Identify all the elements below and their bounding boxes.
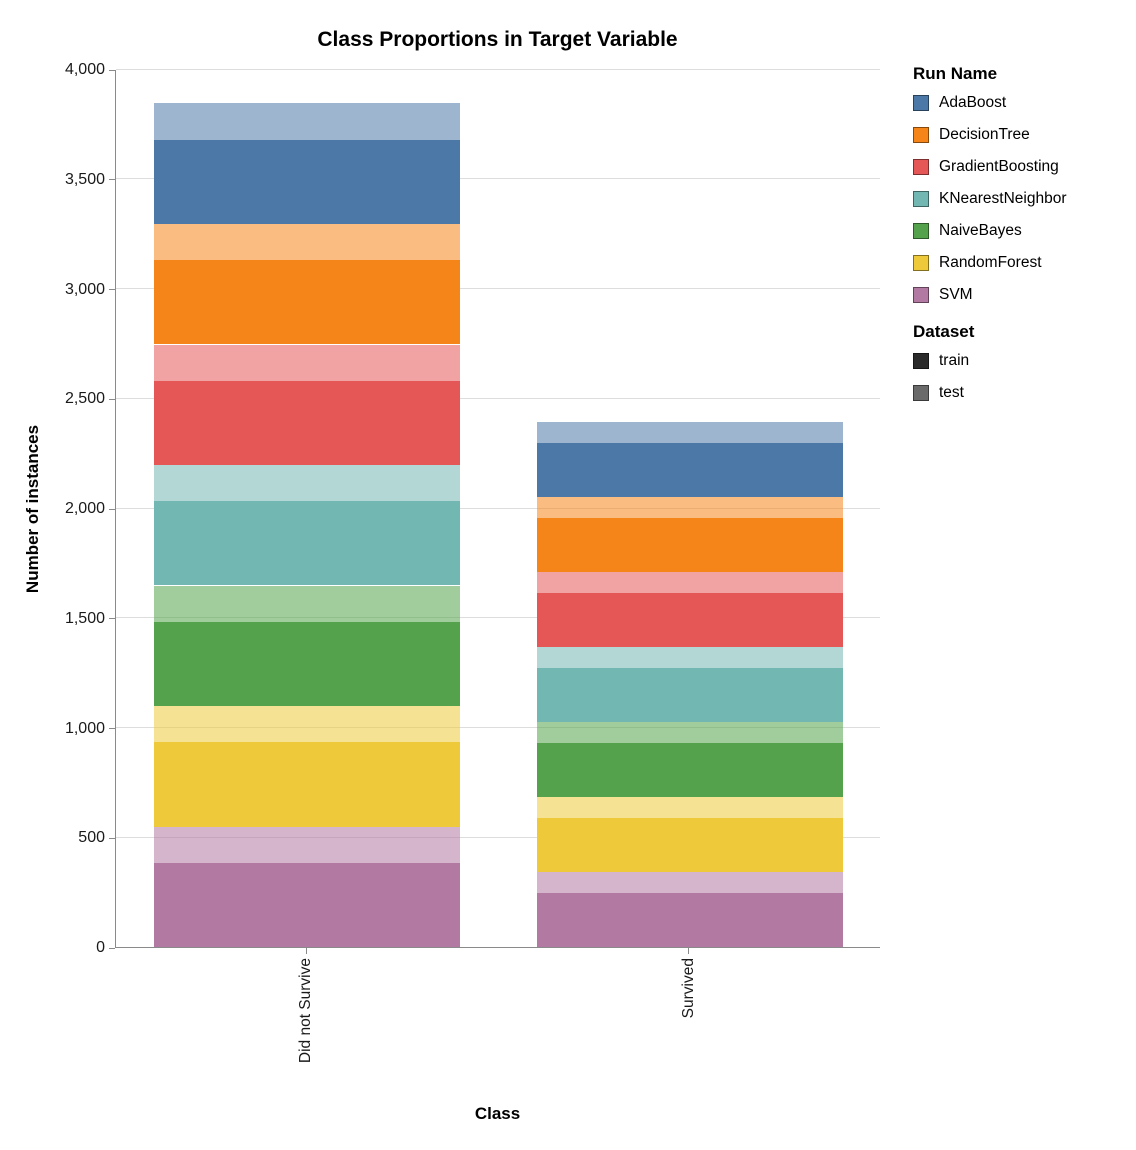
bar-segment-randomforest-train (154, 742, 461, 827)
bar-segment-decisiontree-test (154, 223, 461, 261)
legend-swatch-train (913, 353, 929, 369)
bar-segment-adaboost-test (154, 103, 461, 140)
legend-swatch-knearestneighbor (913, 191, 929, 207)
bar-segment-gradientboosting-train (536, 592, 843, 647)
y-tick-mark (109, 289, 115, 290)
bar-segment-knearestneighbor-train (536, 668, 843, 722)
y-tick-mark (109, 179, 115, 181)
legend-swatch-adaboost (913, 95, 929, 111)
bar-segment-randomforest-train (536, 818, 843, 872)
y-tick-label: 1,500 (64, 609, 105, 627)
y-tick-mark (109, 508, 115, 510)
y-tick-label: 1,000 (64, 719, 105, 737)
legend-swatch-test (913, 385, 929, 401)
legend-label-test: test (939, 384, 964, 401)
bar-segment-naivebayes-train (154, 621, 461, 706)
bar-did-not-survive (154, 69, 461, 947)
gridline (116, 288, 880, 289)
bar-segment-knearestneighbor-test (154, 465, 461, 502)
x-axis-title: Class (474, 1104, 521, 1123)
y-tick-mark (109, 728, 115, 729)
y-tick-label: 0 (96, 939, 105, 956)
legend-item-adaboost: AdaBoost (913, 94, 1133, 112)
legend-swatch-naivebayes (913, 223, 929, 239)
legend-swatch-gradientboosting (913, 159, 929, 175)
bar-segment-svm-train (536, 893, 843, 947)
legend-item-naivebayes: NaiveBayes (913, 222, 1133, 240)
legend-item-svm: SVM (913, 286, 1133, 304)
legend-item-knearestneighbor: KNearestNeighbor (913, 190, 1133, 208)
y-tick-mark (109, 837, 115, 839)
y-tick-label: 3,500 (64, 170, 105, 188)
gridline (116, 836, 880, 838)
legend-dataset-section: Dataset train test (913, 322, 1133, 402)
bar-segment-adaboost-train (154, 139, 461, 224)
gridline (116, 397, 880, 399)
plot-area (115, 68, 880, 948)
y-tick-mark (109, 947, 115, 949)
x-tick-label-did-not-survive: Did not Survive (297, 958, 315, 1064)
bar-segment-randomforest-test (154, 706, 461, 743)
y-tick-mark (109, 618, 115, 620)
x-tick-mark (688, 948, 690, 954)
gridline (116, 617, 880, 619)
legend-item-train: train (913, 352, 1133, 370)
bar-segment-adaboost-train (536, 442, 843, 497)
bar-segment-naivebayes-test (154, 585, 461, 622)
bar-segment-gradientboosting-test (536, 571, 843, 593)
gridline (116, 507, 880, 509)
legend-item-decisiontree: DecisionTree (913, 126, 1133, 144)
y-tick-mark (109, 398, 115, 400)
x-tick-mark (305, 948, 307, 954)
gridline (116, 178, 880, 180)
x-tick-label-survived: Survived (679, 958, 697, 1019)
y-tick-label: 4,000 (64, 61, 105, 78)
chart-title: Class Proportions in Target Variable (317, 28, 678, 51)
legend-dataset-items: train test (913, 352, 1133, 402)
legend-swatch-svm (913, 287, 929, 303)
legend-run-title: Run Name (913, 64, 998, 83)
y-tick-label: 2,000 (64, 500, 105, 517)
legend-label-gradientboosting: GradientBoosting (939, 158, 1059, 175)
legend-label-knearestneighbor: KNearestNeighbor (939, 190, 1067, 207)
bar-segment-svm-train (154, 862, 461, 947)
bar-segment-decisiontree-test (536, 496, 843, 518)
legend-label-naivebayes: NaiveBayes (939, 222, 1022, 239)
bar-segment-decisiontree-train (536, 517, 843, 572)
legend-item-test: test (913, 384, 1133, 402)
legend: Run Name AdaBoost DecisionTree GradientBoo… (913, 64, 1133, 416)
bar-segment-gradientboosting-train (154, 380, 461, 465)
gridline (116, 727, 880, 728)
bar-segment-naivebayes-test (536, 721, 843, 744)
bar-survived (536, 69, 843, 947)
bar-segment-naivebayes-train (536, 743, 843, 797)
bar-segment-knearestneighbor-test (536, 646, 843, 669)
bar-segment-knearestneighbor-train (154, 501, 461, 586)
legend-label-train: train (939, 352, 970, 369)
legend-label-decisiontree: DecisionTree (939, 126, 1030, 143)
bar-segment-gradientboosting-test (154, 344, 461, 381)
legend-label-randomforest: RandomForest (939, 254, 1042, 271)
bar-segment-randomforest-test (536, 796, 843, 819)
bar-segment-svm-test (536, 871, 843, 894)
legend-label-adaboost: AdaBoost (939, 94, 1007, 111)
legend-dataset-title: Dataset (913, 322, 975, 341)
legend-label-svm: SVM (939, 286, 973, 303)
legend-item-gradientboosting: GradientBoosting (913, 158, 1133, 176)
y-tick-label: 2,500 (64, 390, 105, 408)
legend-run-section: Run Name AdaBoost DecisionTree GradientBoo… (913, 64, 1133, 304)
legend-swatch-decisiontree (913, 127, 929, 143)
y-tick-label: 500 (78, 829, 105, 847)
y-tick-mark (109, 69, 115, 71)
legend-swatch-randomforest (913, 255, 929, 271)
legend-run-items: AdaBoost DecisionTree GradientBoosting KNea… (913, 94, 1133, 304)
bar-segment-adaboost-test (536, 421, 843, 443)
gridline (116, 68, 880, 70)
bar-segment-svm-test (154, 826, 461, 863)
bar-segment-decisiontree-train (154, 260, 461, 345)
y-tick-label: 3,000 (64, 280, 105, 298)
legend-item-randomforest: RandomForest (913, 254, 1133, 272)
